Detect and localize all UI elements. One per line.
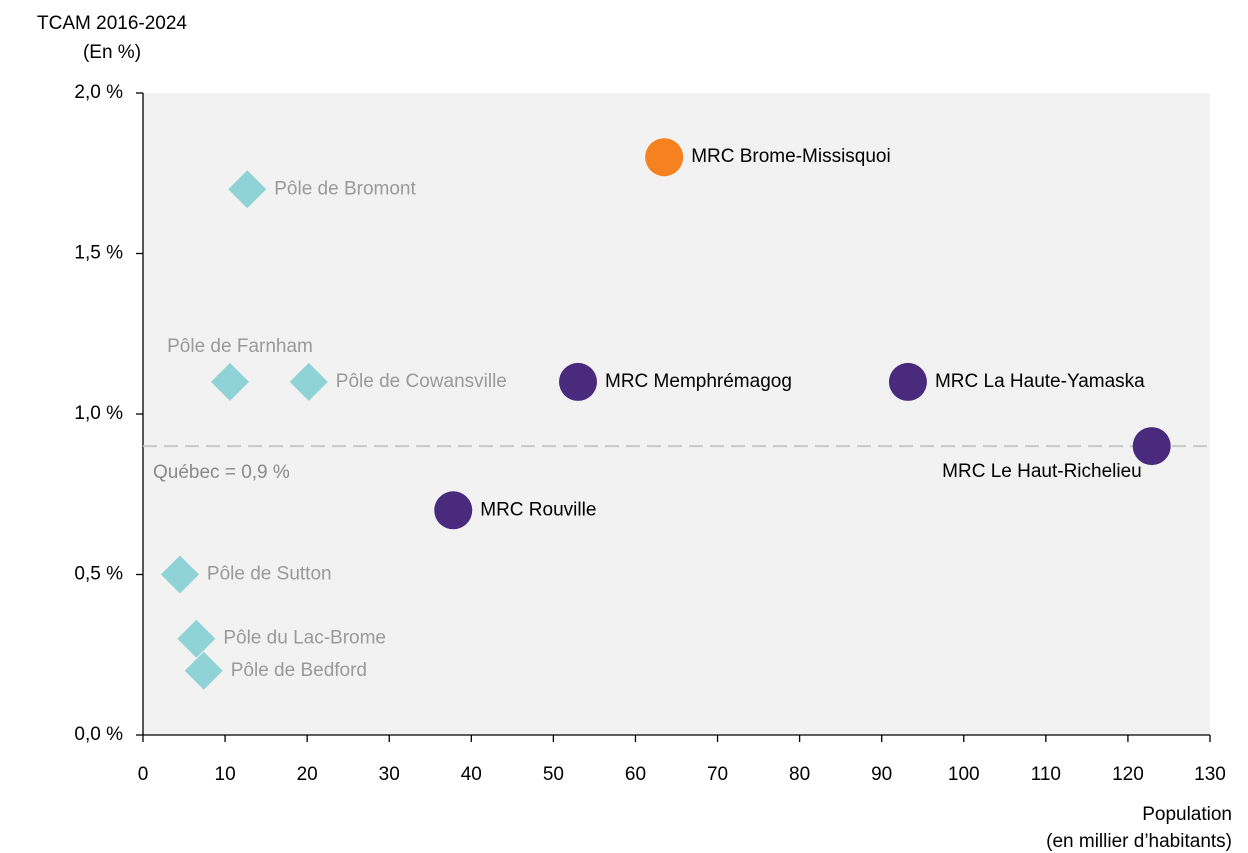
point-label: MRC Brome-Missisquoi <box>691 146 891 167</box>
point-label: Pôle du Lac-Brome <box>223 628 386 649</box>
point-label: Pôle de Bromont <box>274 178 416 199</box>
y-tick-label: 1,5 % <box>74 243 123 264</box>
point-label: Pôle de Farnham <box>167 336 313 357</box>
x-tick-label: 80 <box>789 764 810 785</box>
x-tick-label: 0 <box>138 764 149 785</box>
x-tick-label: 20 <box>297 764 318 785</box>
y-tick-label: 1,0 % <box>74 403 123 424</box>
point-label: Pôle de Bedford <box>231 660 367 681</box>
x-tick-label: 10 <box>215 764 236 785</box>
point-label: MRC Le Haut-Richelieu <box>942 461 1142 482</box>
circle-marker <box>559 362 598 401</box>
y-tick-label: 0,5 % <box>74 564 123 585</box>
x-tick-label: 30 <box>379 764 400 785</box>
circle-marker <box>434 491 473 530</box>
y-tick-label: 0,0 % <box>74 724 123 745</box>
point-label: Pôle de Cowansville <box>336 371 507 392</box>
diamond-marker <box>228 170 267 209</box>
x-tick-label: 130 <box>1194 764 1226 785</box>
x-tick-label: 110 <box>1031 764 1061 785</box>
x-tick-label: 60 <box>625 764 646 785</box>
point-label: MRC La Haute-Yamaska <box>935 371 1145 392</box>
x-tick-label: 70 <box>707 764 728 785</box>
diamond-marker <box>289 362 328 401</box>
circle-marker <box>645 138 684 177</box>
y-axis-title: TCAM 2016-2024 <box>37 13 187 34</box>
x-axis-title: (en millier d’habitants) <box>1046 831 1232 852</box>
diamond-marker <box>177 619 216 658</box>
x-axis-title: Population <box>1142 804 1232 825</box>
diamond-marker <box>160 555 199 594</box>
circle-marker <box>888 362 927 401</box>
point-label: MRC Memphrémagog <box>605 371 792 392</box>
diamond-marker <box>184 651 223 690</box>
diamond-marker <box>211 362 250 401</box>
y-tick-label: 2,0 % <box>74 82 123 103</box>
circle-marker <box>1132 427 1171 466</box>
x-tick-label: 50 <box>543 764 564 785</box>
point-label: MRC Rouville <box>480 499 596 520</box>
x-tick-label: 120 <box>1112 764 1144 785</box>
y-axis-title: (En %) <box>83 42 141 63</box>
x-tick-label: 90 <box>871 764 892 785</box>
reference-label: Québec = 0,9 % <box>153 462 290 483</box>
plot-area <box>143 93 1210 735</box>
x-tick-label: 40 <box>461 764 482 785</box>
point-label: Pôle de Sutton <box>207 564 332 585</box>
x-tick-label: 100 <box>948 764 980 785</box>
